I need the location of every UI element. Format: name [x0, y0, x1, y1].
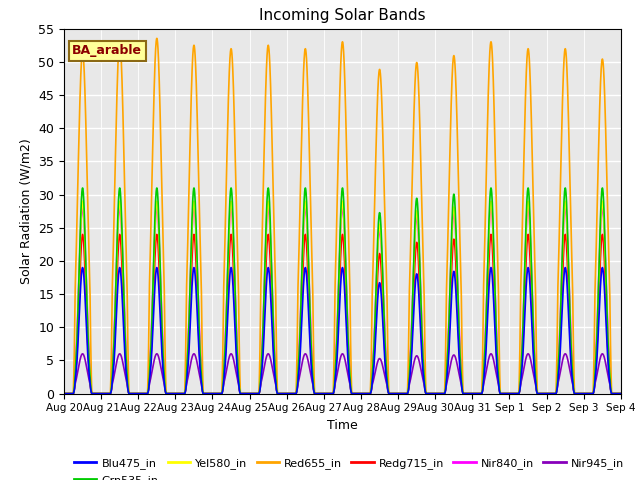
Red655_in	[153, 36, 161, 41]
Yel580_in	[617, 391, 625, 396]
Nir840_in	[322, 391, 330, 396]
Legend: Blu475_in, Grn535_in, Yel580_in, Red655_in, Redg715_in, Nir840_in, Nir945_in: Blu475_in, Grn535_in, Yel580_in, Red655_…	[70, 454, 629, 480]
Nir840_in	[467, 391, 475, 396]
Grn535_in	[60, 391, 68, 396]
Redg715_in	[616, 391, 624, 396]
Redg715_in	[79, 231, 86, 237]
Nir840_in	[499, 391, 507, 396]
Blu475_in	[60, 391, 68, 396]
Nir945_in	[436, 391, 444, 396]
Nir945_in	[499, 391, 507, 396]
Redg715_in	[467, 391, 475, 396]
Line: Red655_in: Red655_in	[64, 38, 621, 394]
Redg715_in	[60, 391, 68, 396]
Redg715_in	[322, 391, 330, 396]
Line: Nir840_in: Nir840_in	[64, 208, 621, 394]
Yel580_in	[79, 198, 86, 204]
Nir945_in	[79, 351, 86, 357]
Yel580_in	[467, 391, 475, 396]
Nir945_in	[322, 391, 330, 396]
Nir945_in	[617, 391, 625, 396]
Text: BA_arable: BA_arable	[72, 44, 142, 57]
Grn535_in	[499, 391, 507, 396]
Yel580_in	[499, 391, 507, 396]
Red655_in	[616, 391, 624, 396]
Grn535_in	[79, 185, 86, 191]
Title: Incoming Solar Bands: Incoming Solar Bands	[259, 9, 426, 24]
Redg715_in	[436, 391, 444, 396]
Blu475_in	[79, 264, 86, 270]
Red655_in	[499, 391, 507, 396]
Red655_in	[436, 391, 444, 396]
Line: Blu475_in: Blu475_in	[64, 267, 621, 394]
Nir945_in	[467, 391, 475, 396]
Red655_in	[617, 391, 625, 396]
Yel580_in	[616, 391, 624, 396]
Line: Grn535_in: Grn535_in	[64, 188, 621, 394]
Nir945_in	[616, 391, 624, 396]
Blu475_in	[617, 391, 625, 396]
Line: Nir945_in: Nir945_in	[64, 354, 621, 394]
Yel580_in	[161, 372, 168, 378]
Grn535_in	[617, 391, 625, 396]
Nir840_in	[161, 364, 168, 370]
Line: Redg715_in: Redg715_in	[64, 234, 621, 394]
Y-axis label: Solar Radiation (W/m2): Solar Radiation (W/m2)	[20, 138, 33, 284]
Red655_in	[467, 391, 475, 396]
Yel580_in	[322, 391, 330, 396]
Blu475_in	[499, 391, 507, 396]
Blu475_in	[436, 391, 444, 396]
Red655_in	[161, 281, 168, 287]
X-axis label: Time: Time	[327, 419, 358, 432]
Blu475_in	[467, 391, 475, 396]
Nir840_in	[79, 205, 86, 211]
Nir945_in	[161, 381, 168, 386]
Grn535_in	[616, 391, 624, 396]
Redg715_in	[499, 391, 507, 396]
Nir840_in	[617, 391, 625, 396]
Blu475_in	[322, 391, 330, 396]
Blu475_in	[161, 379, 168, 384]
Redg715_in	[617, 391, 625, 396]
Line: Yel580_in: Yel580_in	[64, 201, 621, 394]
Red655_in	[322, 391, 330, 396]
Yel580_in	[436, 391, 444, 396]
Red655_in	[60, 391, 68, 396]
Grn535_in	[467, 391, 475, 396]
Grn535_in	[322, 391, 330, 396]
Grn535_in	[436, 391, 444, 396]
Yel580_in	[60, 391, 68, 396]
Nir945_in	[60, 391, 68, 396]
Nir840_in	[436, 391, 444, 396]
Nir840_in	[616, 391, 624, 396]
Nir840_in	[60, 391, 68, 396]
Grn535_in	[161, 371, 168, 377]
Blu475_in	[616, 391, 624, 396]
Redg715_in	[161, 375, 168, 381]
